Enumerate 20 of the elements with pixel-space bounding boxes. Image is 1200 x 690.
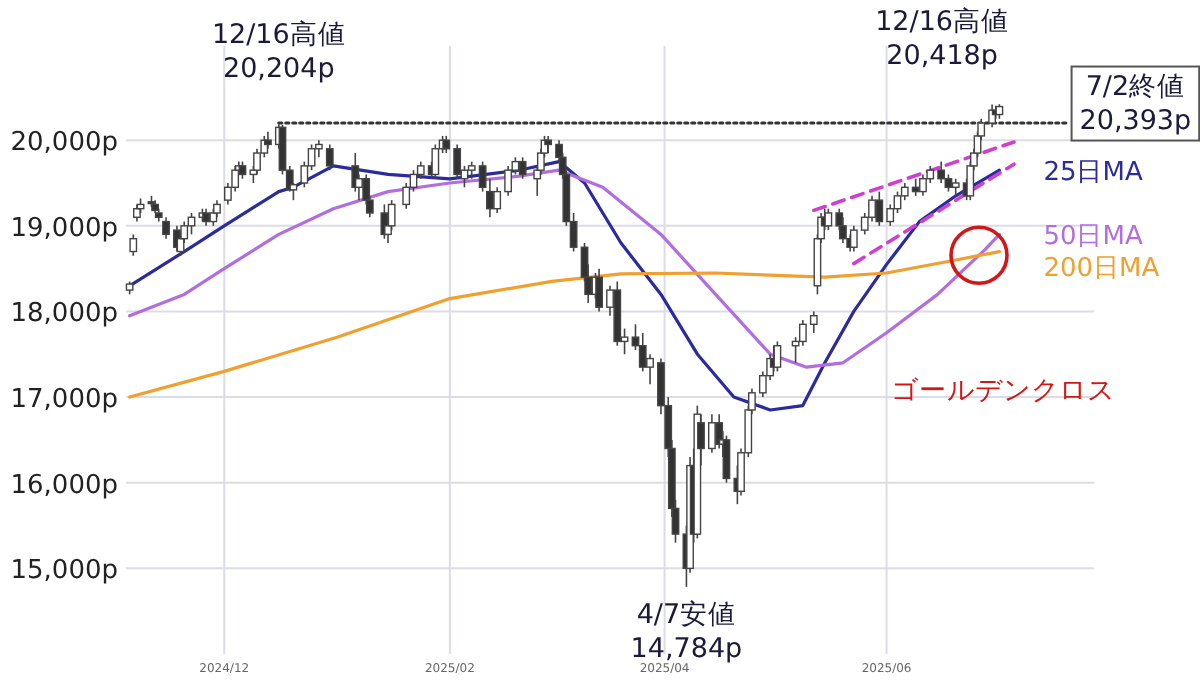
y-tick-label: 20,000p	[10, 128, 118, 159]
candlestick	[518, 156, 527, 180]
y-tick-label: 19,000p	[10, 213, 118, 244]
annotation: 7/2終値 20,393p	[1079, 70, 1192, 137]
annotation: 12/16高値 20,418p	[875, 6, 1010, 73]
annotation: 4/7安値 14,784p	[630, 598, 743, 665]
candlestick	[919, 173, 927, 197]
y-tick-label: 16,000p	[10, 470, 118, 501]
series-label: 50日MA	[1043, 222, 1143, 253]
candlestick	[180, 220, 189, 244]
y-tick-label: 15,000p	[10, 556, 118, 587]
candlestick	[187, 212, 196, 236]
y-tick-label: 18,000p	[10, 299, 118, 330]
series-label: 25日MA	[1043, 158, 1143, 189]
candlestick	[773, 340, 782, 373]
series-label: 200日MA	[1043, 254, 1160, 285]
annotation: ゴールデンクロス	[891, 375, 1115, 408]
annotation: 12/16高値 20,204p	[211, 18, 346, 85]
candlestick	[129, 233, 138, 257]
y-tick-label: 17,000p	[10, 385, 118, 416]
